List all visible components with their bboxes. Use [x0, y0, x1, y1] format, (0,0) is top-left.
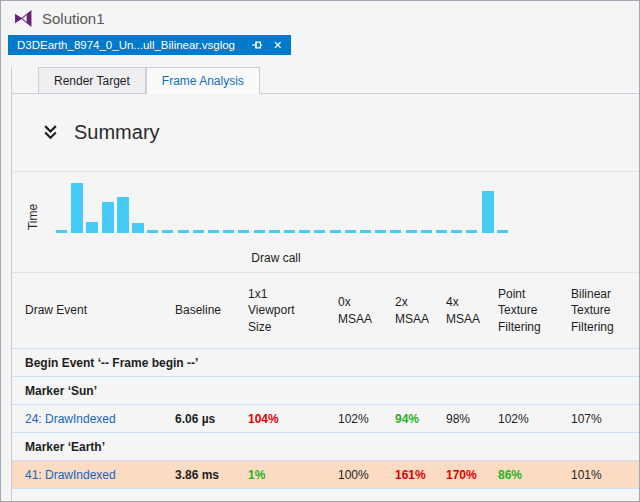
chart-bar: [299, 230, 310, 233]
chart-bar: [86, 222, 98, 233]
baseline-value: 3.86 ms: [175, 468, 248, 482]
draw-event-link[interactable]: 41: DrawIndexed: [25, 468, 175, 482]
chart-plot: [56, 178, 516, 233]
percent-cell: 101%: [571, 468, 631, 482]
percent-cell: 170%: [446, 468, 498, 482]
data-row[interactable]: 24: DrawIndexed6.06 µs104%102%94%98%102%…: [12, 405, 639, 433]
chart-bar: [345, 230, 356, 233]
column-header[interactable]: 4x MSAA: [446, 294, 498, 326]
chart-bar: [284, 230, 295, 233]
data-row[interactable]: 41: DrawIndexed3.86 ms1%100%161%170%86%1…: [12, 461, 639, 489]
chart-bar: [132, 223, 144, 233]
window-title: Solution1: [42, 10, 105, 27]
chart-bar: [436, 230, 447, 233]
draw-event-link[interactable]: 24: DrawIndexed: [25, 412, 175, 426]
summary-title: Summary: [74, 121, 160, 144]
chart-bar: [71, 183, 83, 233]
chart-bar: [254, 230, 265, 233]
app-window: Solution1 D3DEarth_8974_0_Un...ull_Bilin…: [0, 0, 640, 502]
column-header[interactable]: 2x MSAA: [395, 294, 446, 326]
chart-bar: [451, 230, 462, 233]
chart-bar: [314, 230, 325, 233]
chart-bar: [223, 230, 234, 233]
group-row[interactable]: Marker ‘Sun’: [12, 377, 639, 405]
draw-call-time-chart: Time Draw call: [12, 171, 639, 272]
chart-bar: [178, 230, 189, 233]
chart-bar: [162, 230, 173, 233]
percent-cell: 1%: [248, 468, 338, 482]
chart-bar: [269, 230, 280, 233]
chart-bar: [102, 202, 114, 233]
view-tab-strip: Render Target Frame Analysis: [12, 67, 639, 94]
double-chevron-down-icon[interactable]: [42, 124, 59, 141]
column-header[interactable]: 1x1 Viewport Size: [248, 286, 338, 335]
document-tab[interactable]: D3DEarth_8974_0_Un...ull_Bilinear.vsglog…: [8, 35, 291, 55]
table-header-row: Draw EventBaseline1x1 Viewport Size0x MS…: [12, 273, 639, 349]
chart-bar: [406, 230, 417, 233]
document-tab-label: D3DEarth_8974_0_Un...ull_Bilinear.vsglog: [17, 39, 235, 51]
group-row-label: Marker ‘Earth’: [25, 440, 631, 454]
pin-icon[interactable]: [251, 39, 263, 51]
percent-cell: 98%: [446, 412, 498, 426]
chart-bar: [360, 230, 371, 233]
percent-cell: 107%: [571, 412, 631, 426]
percent-cell: 94%: [395, 412, 446, 426]
chart-bar: [117, 197, 129, 233]
close-icon[interactable]: ✕: [273, 40, 282, 51]
chart-x-axis-label: Draw call: [56, 251, 496, 265]
chart-bar: [330, 230, 341, 233]
chart-y-axis-label: Time: [26, 204, 40, 230]
group-row-label: Begin Event ‘-- Frame begin --’: [25, 356, 631, 370]
chart-bar: [208, 230, 219, 233]
percent-cell: 161%: [395, 468, 446, 482]
tab-render-target[interactable]: Render Target: [38, 67, 146, 94]
column-header[interactable]: Draw Event: [25, 302, 175, 318]
document-tab-strip: D3DEarth_8974_0_Un...ull_Bilinear.vsglog…: [1, 35, 639, 62]
chart-bar: [466, 230, 477, 233]
chart-bar: [56, 230, 67, 233]
percent-cell: 102%: [498, 412, 571, 426]
visual-studio-logo-icon: [14, 9, 33, 28]
percent-cell: 86%: [498, 468, 571, 482]
percent-cell: 100%: [338, 468, 395, 482]
baseline-value: 6.06 µs: [175, 412, 248, 426]
group-row[interactable]: Marker ‘Earth’: [12, 433, 639, 461]
chart-bar: [390, 230, 401, 233]
column-header[interactable]: Bilinear Texture Filtering: [571, 286, 631, 335]
table-body: Begin Event ‘-- Frame begin --’ Marker ‘S…: [12, 349, 639, 489]
column-header[interactable]: 0x MSAA: [338, 294, 395, 326]
group-row-label: Marker ‘Sun’: [25, 384, 631, 398]
summary-header: Summary: [12, 94, 639, 171]
tab-frame-analysis[interactable]: Frame Analysis: [146, 67, 260, 94]
percent-cell: 104%: [248, 412, 338, 426]
chart-bar: [421, 230, 432, 233]
chart-bar: [482, 191, 494, 233]
chart-bar: [193, 230, 204, 233]
column-header[interactable]: Baseline: [175, 302, 248, 318]
chart-bar: [238, 230, 249, 233]
frame-analysis-table: Draw EventBaseline1x1 Viewport Size0x MS…: [12, 272, 639, 489]
content-panel: Render Target Frame Analysis Summary Tim…: [11, 67, 639, 502]
chart-bar: [375, 230, 386, 233]
percent-cell: 102%: [338, 412, 395, 426]
chart-bar: [497, 230, 508, 233]
title-bar: Solution1: [1, 1, 639, 35]
chart-bar: [147, 230, 158, 233]
column-header[interactable]: Point Texture Filtering: [498, 286, 571, 335]
group-row[interactable]: Begin Event ‘-- Frame begin --’: [12, 349, 639, 377]
